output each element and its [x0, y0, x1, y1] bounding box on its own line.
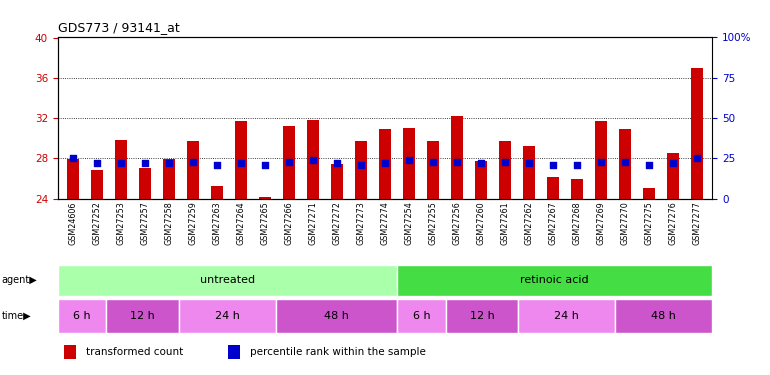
Text: time▶: time▶: [2, 311, 31, 321]
Bar: [571, 178, 583, 199]
Bar: [594, 121, 607, 199]
Text: 6 h: 6 h: [413, 311, 430, 321]
Point: [499, 159, 511, 165]
Bar: [58, 299, 106, 333]
Point: [571, 162, 583, 168]
Text: 24 h: 24 h: [554, 311, 579, 321]
Bar: [228, 345, 239, 359]
Text: transformed count: transformed count: [86, 346, 183, 357]
Bar: [446, 299, 518, 333]
Point: [211, 162, 223, 168]
Point: [139, 160, 152, 166]
Point: [307, 157, 320, 163]
Bar: [187, 141, 199, 199]
Text: 12 h: 12 h: [470, 311, 494, 321]
Bar: [475, 162, 487, 199]
Point: [403, 157, 415, 163]
Bar: [643, 188, 654, 199]
Text: 6 h: 6 h: [73, 311, 91, 321]
Bar: [67, 159, 79, 199]
Point: [91, 160, 103, 166]
Point: [594, 159, 607, 165]
Text: GDS773 / 93141_at: GDS773 / 93141_at: [58, 21, 179, 34]
Text: 24 h: 24 h: [215, 311, 240, 321]
Point: [283, 159, 295, 165]
Text: 12 h: 12 h: [130, 311, 155, 321]
Point: [259, 162, 271, 168]
Point: [691, 155, 703, 161]
Point: [547, 162, 559, 168]
Point: [187, 159, 199, 165]
Bar: [397, 265, 712, 296]
Bar: [691, 68, 703, 199]
Text: agent▶: agent▶: [2, 275, 37, 285]
Point: [427, 159, 439, 165]
Bar: [451, 116, 463, 199]
Bar: [307, 120, 319, 199]
Point: [116, 160, 128, 166]
Point: [642, 162, 654, 168]
Bar: [619, 129, 631, 199]
Bar: [211, 186, 223, 199]
Bar: [65, 345, 76, 359]
Text: retinoic acid: retinoic acid: [521, 275, 589, 285]
Point: [475, 160, 487, 166]
Point: [355, 162, 367, 168]
Bar: [58, 265, 397, 296]
Bar: [397, 299, 446, 333]
Bar: [92, 170, 103, 199]
Bar: [355, 141, 367, 199]
Text: untreated: untreated: [200, 275, 255, 285]
Text: 48 h: 48 h: [651, 311, 676, 321]
Bar: [518, 299, 615, 333]
Bar: [179, 299, 276, 333]
Bar: [283, 126, 295, 199]
Text: percentile rank within the sample: percentile rank within the sample: [249, 346, 425, 357]
Bar: [163, 159, 176, 199]
Point: [67, 155, 79, 161]
Bar: [523, 146, 535, 199]
Point: [331, 160, 343, 166]
Bar: [139, 168, 151, 199]
Point: [618, 159, 631, 165]
Bar: [259, 197, 271, 199]
Bar: [499, 141, 511, 199]
Bar: [403, 128, 415, 199]
Text: 48 h: 48 h: [324, 311, 349, 321]
Bar: [379, 129, 391, 199]
Bar: [667, 153, 678, 199]
Bar: [427, 141, 439, 199]
Bar: [276, 299, 397, 333]
Point: [450, 159, 463, 165]
Bar: [235, 121, 247, 199]
Point: [163, 160, 176, 166]
Bar: [615, 299, 712, 333]
Point: [523, 160, 535, 166]
Point: [379, 160, 391, 166]
Bar: [106, 299, 179, 333]
Point: [235, 160, 247, 166]
Point: [667, 160, 679, 166]
Bar: [116, 140, 127, 199]
Bar: [547, 177, 559, 199]
Bar: [331, 165, 343, 199]
